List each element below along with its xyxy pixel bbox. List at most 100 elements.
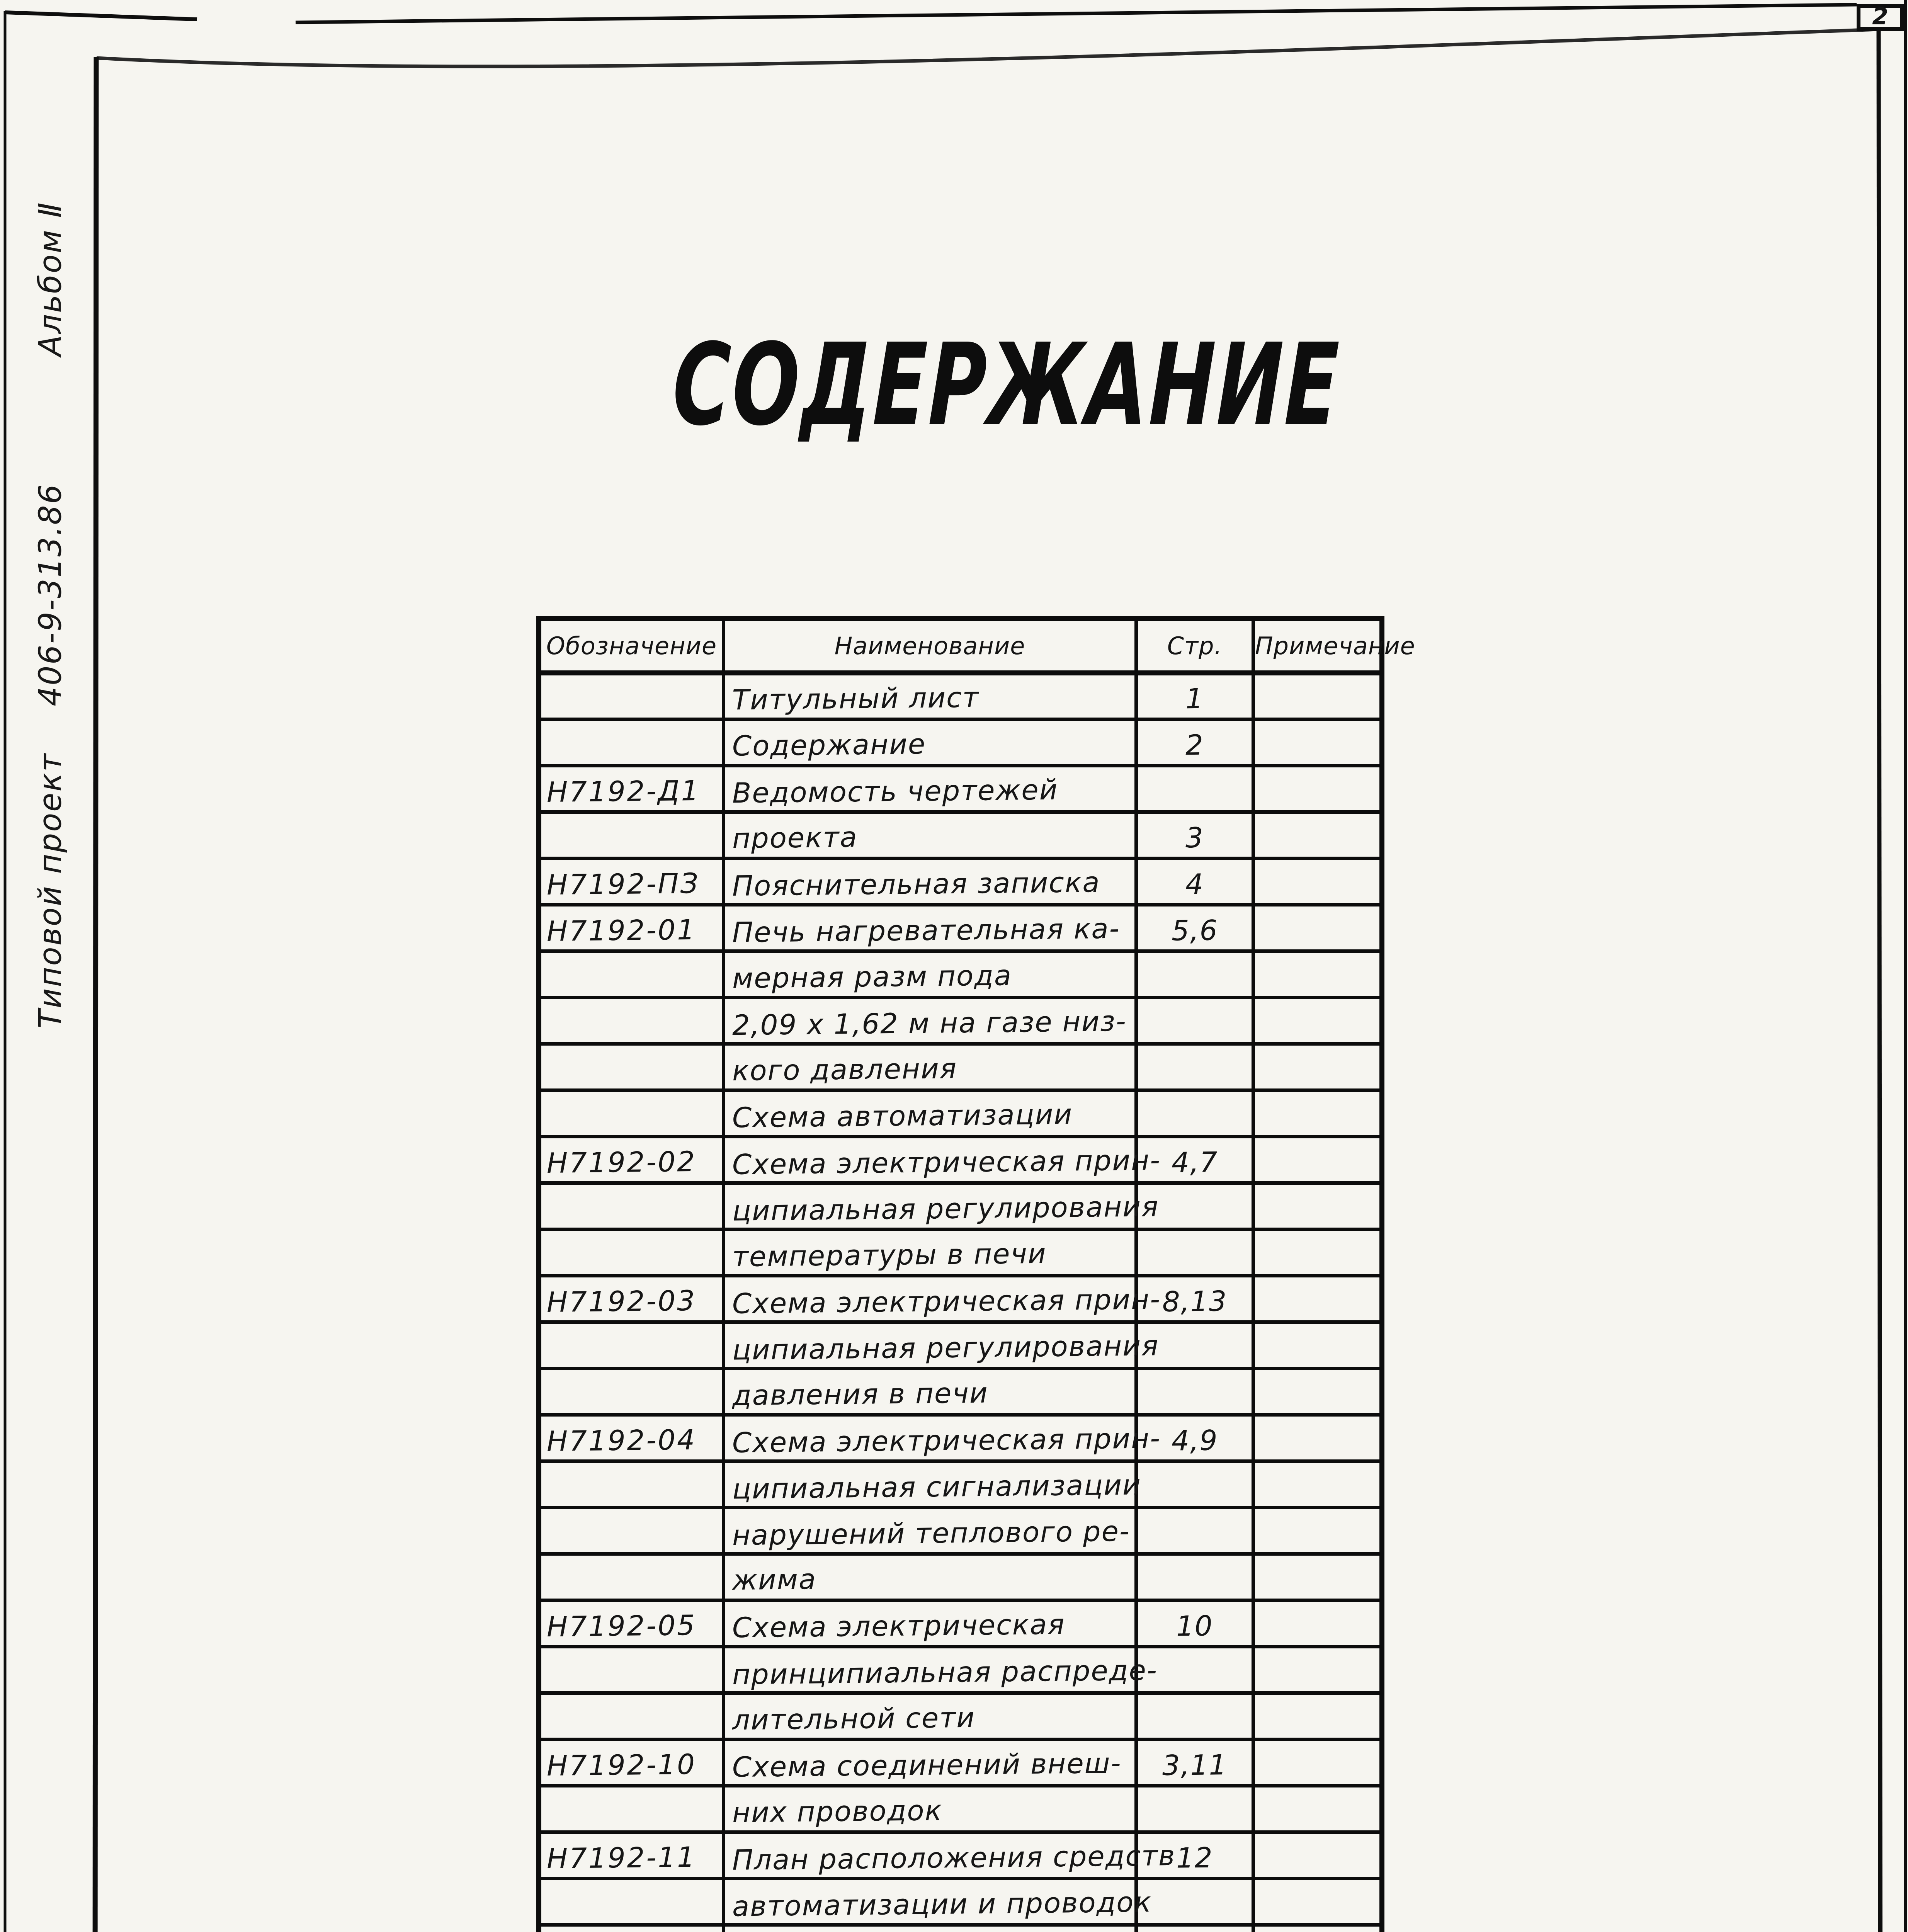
cell-note — [1252, 949, 1384, 999]
cell-text: Н7192-04 — [546, 1423, 697, 1458]
cell-name: Схема электрическая прин- — [722, 1274, 1161, 1324]
cell-text: 4,9 — [1171, 1424, 1218, 1458]
cell-note — [1252, 764, 1384, 814]
table-row: Н7192-11 План расположения средств 12 — [537, 1830, 1384, 1880]
cell-text: 8,13 — [1162, 1285, 1228, 1318]
cell-text: Схема электрическая прин- — [732, 1422, 1161, 1459]
cell-text: 3,11 — [1162, 1748, 1228, 1782]
table-row: лительной сети — [537, 1691, 1384, 1741]
cell-text: 12 — [1176, 1841, 1214, 1874]
cell-designation — [537, 718, 725, 767]
cell-designation — [537, 1784, 725, 1834]
cell-note — [1252, 1691, 1384, 1741]
header-cell-note: Примечание — [1252, 617, 1415, 675]
cell-page — [1134, 1923, 1255, 1932]
cell-text: температуры в печи — [732, 1237, 1047, 1273]
cell-text: ципиальная сигнализации — [732, 1468, 1142, 1505]
cell-designation — [537, 949, 725, 999]
table-row: температуры в печи — [537, 1228, 1384, 1277]
cell-name: мерная разм пода — [722, 949, 1138, 999]
cell-note — [1252, 903, 1384, 953]
cell-designation — [537, 1181, 725, 1231]
cell-designation — [537, 1506, 725, 1556]
cell-name: Титульный лист — [722, 671, 1138, 721]
cell-text: Н7192-03 — [546, 1284, 697, 1319]
cell-note — [1252, 671, 1384, 721]
cell-text: Схема электрическая прин- — [732, 1144, 1161, 1181]
cell-page — [1134, 1691, 1255, 1741]
sheet-edge-top-right — [295, 3, 1857, 24]
sheet-edge-top-left — [5, 10, 197, 21]
cell-text: ципиальная регулирования — [732, 1190, 1159, 1228]
page-number: 2 — [1872, 3, 1888, 30]
cell-text: 2,09 х 1,62 м на газе низ- — [732, 1005, 1127, 1042]
cell-text: План расположения средств — [732, 1839, 1176, 1877]
table-row: Титульный лист 1 — [537, 671, 1384, 721]
cell-page — [1134, 949, 1255, 999]
cell-name: нарушений теплового ре- — [722, 1506, 1138, 1556]
cell-text: 2 — [1185, 729, 1204, 762]
cell-name: ципиальная регулирования — [722, 1181, 1159, 1231]
cell-note — [1252, 810, 1384, 860]
cell-text: 10 — [1176, 1609, 1214, 1643]
cell-designation — [537, 810, 725, 860]
cell-page: 4,7 — [1134, 1135, 1255, 1185]
page-title: СОДЕРЖАНИЕ — [671, 319, 1342, 451]
cell-note — [1252, 1274, 1384, 1324]
cell-text: принципиальная распреде- — [732, 1654, 1158, 1691]
cell-text: Печь нагревательная ка- — [732, 912, 1120, 949]
header-cell-page: Стр. — [1134, 617, 1255, 675]
cell-name: лительной сети — [722, 1691, 1138, 1741]
cell-page — [1134, 1181, 1255, 1231]
cell-note — [1252, 718, 1384, 767]
table-row: принципиальная распреде- — [537, 1645, 1384, 1695]
cell-text: нарушений теплового ре- — [732, 1515, 1131, 1552]
cell-page — [1134, 1320, 1255, 1370]
cell-page: 4,9 — [1134, 1413, 1255, 1463]
cell-designation: Н7192-04 — [537, 1413, 725, 1463]
cell-page: 3,11 — [1134, 1738, 1255, 1787]
cell-text: Схема соединений внеш- — [732, 1747, 1122, 1784]
cell-note — [1252, 1181, 1384, 1231]
cell-designation — [537, 1645, 725, 1695]
cell-text: лительной сети — [732, 1701, 976, 1736]
table-row: Н7192-04 Схема электрическая прин- 4,9 — [537, 1413, 1384, 1463]
table-row: проекта 3 — [537, 810, 1384, 860]
table-row: Содержание 2 — [537, 718, 1384, 767]
cell-text: 4 — [1185, 868, 1204, 901]
cell-name: жима — [722, 1552, 1138, 1602]
cell-text: Н7192-05 — [546, 1609, 697, 1643]
cell-page — [1134, 1784, 1255, 1834]
cell-page: 5,6 — [1134, 903, 1255, 953]
cell-designation — [537, 1877, 725, 1927]
side-stamp-project-code: 406-9-313.86 — [32, 483, 68, 706]
cell-note — [1252, 1459, 1384, 1509]
cell-note — [1252, 1738, 1384, 1787]
cell-text: Н7192-01 — [546, 913, 697, 948]
table-row: Н7192-ПЗ Пояснительная записка 4 — [537, 857, 1384, 906]
table-row: ципиальная регулирования — [537, 1181, 1384, 1231]
table-row: Н7192-01 Печь нагревательная ка- 5,6 — [537, 903, 1384, 953]
cell-designation: Н7192-01 — [537, 903, 725, 953]
cell-text: кого давления — [732, 1052, 957, 1087]
table-row: Н7192-10 Схема соединений внеш- 3,11 — [537, 1738, 1384, 1787]
cell-note — [1252, 1042, 1384, 1092]
frame-left — [92, 57, 99, 1932]
table-row: мерная разм пода — [537, 949, 1384, 999]
cell-text: мерная разм пода — [732, 959, 1012, 995]
table-row: Схема автоматизации — [537, 1088, 1384, 1138]
header-row: Обозначение Наименование Стр. Примечание — [537, 617, 1415, 675]
cell-note — [1252, 1645, 1384, 1695]
cell-note — [1252, 1367, 1384, 1417]
cell-page: 8,13 — [1134, 1274, 1255, 1324]
cell-designation: Н7192-10 — [537, 1738, 725, 1787]
cell-name: температуры в печи — [722, 1228, 1138, 1277]
cell-page: 12 — [1134, 1830, 1255, 1880]
header-cell-designation: Обозначение — [537, 617, 725, 675]
table-row: жима — [537, 1552, 1384, 1602]
cell-note — [1252, 1413, 1384, 1463]
cell-designation — [537, 1459, 725, 1509]
cell-text: Содержание — [732, 728, 926, 762]
cell-note — [1252, 1552, 1384, 1602]
